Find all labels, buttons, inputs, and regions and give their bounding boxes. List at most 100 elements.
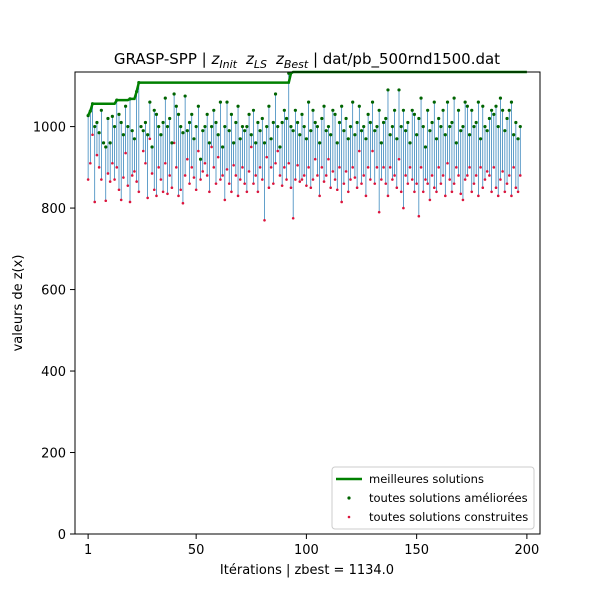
constructed-point	[263, 219, 266, 222]
improved-point	[333, 112, 337, 116]
constructed-point	[300, 178, 304, 181]
improved-point	[509, 100, 514, 104]
improved-point	[408, 141, 412, 145]
improved-point	[172, 92, 176, 96]
title-z-best: z	[275, 50, 285, 68]
improved-point	[342, 129, 346, 133]
constructed-point	[474, 174, 478, 177]
improved-point	[207, 141, 211, 145]
improved-point	[392, 108, 397, 112]
constructed-point	[307, 166, 310, 169]
plot-area	[86, 70, 527, 222]
constructed-point	[417, 214, 421, 218]
improved-point	[463, 100, 467, 104]
improved-point	[470, 108, 474, 112]
constructed-point	[439, 182, 443, 185]
improved-point	[507, 108, 511, 112]
improved-point	[269, 137, 273, 141]
constructed-point	[252, 182, 255, 185]
constructed-point	[364, 194, 368, 198]
constructed-point	[324, 174, 328, 177]
improved-point	[417, 116, 421, 121]
improved-point	[229, 112, 234, 116]
constructed-point	[477, 194, 480, 198]
constructed-point	[362, 174, 366, 177]
constructed-point	[320, 166, 324, 169]
constructed-point	[395, 186, 399, 189]
improved-point	[198, 157, 203, 161]
constructed-point	[214, 182, 218, 185]
constructed-point	[280, 184, 284, 187]
constructed-point	[481, 186, 485, 189]
improved-point	[161, 120, 165, 125]
improved-point	[344, 116, 348, 121]
constructed-point	[166, 192, 169, 196]
improved-point	[388, 133, 392, 137]
constructed-point	[205, 174, 209, 177]
y-tick-label: 0	[58, 528, 66, 543]
constructed-point	[175, 166, 178, 169]
constructed-point	[430, 174, 434, 177]
constructed-point	[258, 166, 262, 169]
improved-point	[112, 124, 117, 129]
improved-point	[346, 137, 350, 141]
constructed-point	[159, 178, 163, 181]
constructed-point	[298, 180, 302, 183]
improved-point	[452, 96, 456, 100]
improved-point	[441, 108, 445, 112]
improved-point	[496, 124, 500, 129]
axes-frame	[74, 71, 541, 535]
improved-point	[434, 137, 439, 141]
constructed-point	[117, 188, 121, 192]
constructed-point	[382, 166, 385, 169]
improved-point	[139, 124, 143, 129]
constructed-point	[338, 166, 341, 169]
constructed-point	[230, 190, 233, 194]
constructed-point	[225, 168, 229, 171]
improved-point	[159, 133, 163, 137]
constructed-point	[302, 174, 306, 177]
improved-point	[340, 104, 344, 108]
constructed-point	[483, 178, 487, 181]
improved-point	[459, 129, 463, 133]
improved-point	[311, 108, 315, 112]
x-tick-label: 50	[188, 543, 205, 558]
title-z-ls-sub: LS	[254, 58, 267, 71]
stem-lines	[87, 73, 521, 221]
improved-point	[505, 116, 509, 121]
constructed-point	[265, 155, 269, 159]
improved-point	[256, 120, 260, 125]
improved-point	[359, 129, 364, 133]
improved-point	[384, 116, 388, 121]
constructed-point	[283, 166, 286, 169]
improved-point	[516, 137, 520, 141]
improved-point	[335, 141, 339, 145]
improved-point	[412, 112, 417, 116]
constructed-point	[408, 166, 412, 169]
improved-point	[465, 104, 469, 108]
improved-point	[143, 120, 148, 125]
legend-box	[331, 466, 535, 530]
improved-point	[514, 120, 518, 125]
constructed-point	[331, 170, 335, 173]
improved-point	[478, 137, 483, 141]
improved-point	[315, 124, 320, 129]
constructed-point	[161, 190, 165, 194]
constructed-point	[247, 170, 251, 173]
constructed-point	[194, 188, 198, 192]
improved-point	[146, 133, 150, 137]
constructed-point	[276, 149, 280, 153]
improved-point	[179, 124, 183, 129]
constructed-point	[380, 178, 383, 181]
improved-point	[126, 124, 130, 129]
improved-point	[445, 100, 450, 104]
constructed-point	[435, 190, 438, 194]
constructed-point	[135, 180, 138, 183]
improved-point	[337, 120, 342, 125]
improved-point	[154, 112, 159, 116]
improved-point	[176, 112, 181, 116]
improved-point	[132, 137, 137, 141]
constructed-point	[203, 161, 207, 165]
constructed-point	[146, 196, 149, 200]
improved-point	[247, 112, 251, 116]
